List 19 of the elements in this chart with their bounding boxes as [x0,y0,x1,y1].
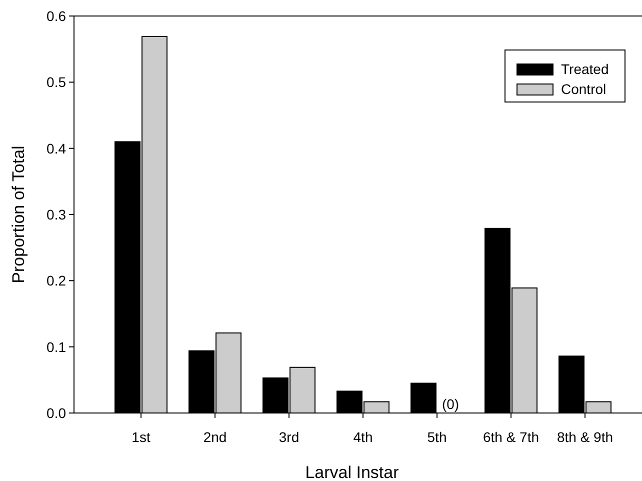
y-tick-label: 0.2 [46,272,66,289]
x-tick-label: 6th & 7th [482,429,540,445]
legend-label: Treated [561,61,609,77]
y-axis-title: Proportion of Total [9,146,28,284]
x-tick-label: 4th [353,429,373,445]
y-tick-label: 0.3 [46,206,66,222]
y-tick-label: 0.0 [46,405,66,421]
y-tick-label: 0.6 [46,8,66,24]
y-tick-label: 0.4 [46,140,66,156]
x-tick-label: 2nd [203,429,227,445]
legend-label: Control [561,81,606,97]
x-tick-label: 5th [427,429,447,445]
y-tick-label: 0.1 [46,338,66,355]
x-tick-label: 3rd [278,429,300,445]
x-tick-label: 1st [132,429,150,445]
y-tick-label: 0.5 [46,74,66,90]
x-tick-label: 8th & 9th [556,429,614,445]
x-axis-title: Larval Instar [305,463,400,481]
annotation: (0) [442,396,460,412]
